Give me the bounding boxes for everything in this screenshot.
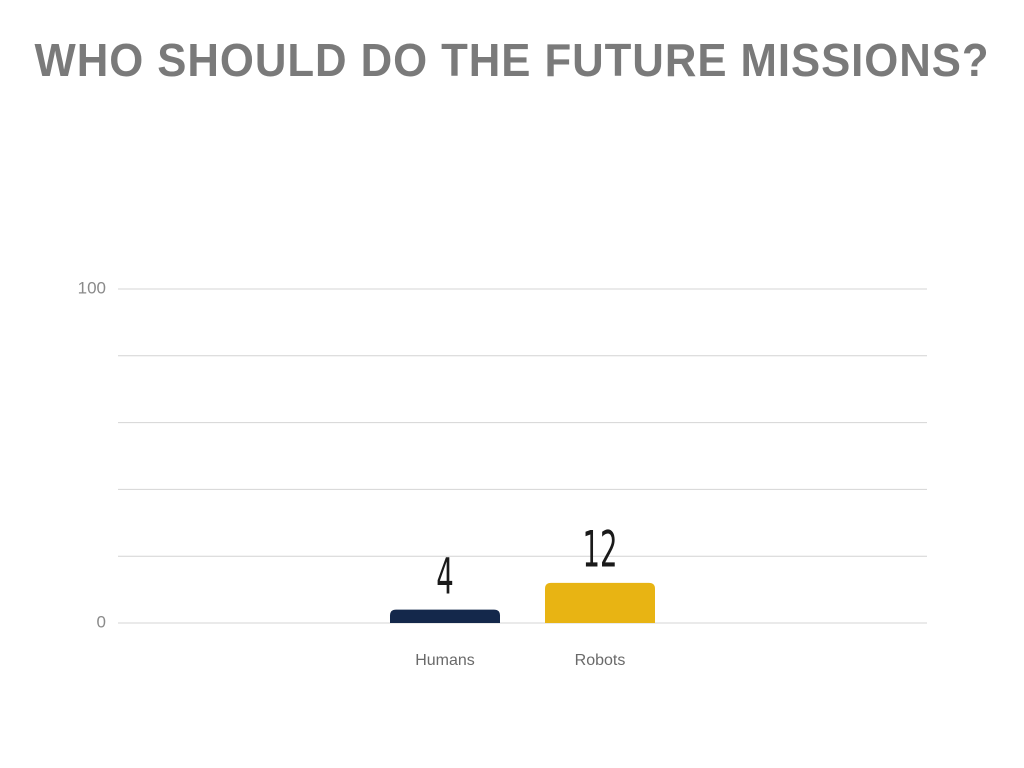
bar xyxy=(545,582,655,623)
y-tick-label: 100 xyxy=(78,278,106,297)
chart-title: WHO SHOULD DO THE FUTURE MISSIONS? xyxy=(35,34,990,86)
x-tick-label: Robots xyxy=(575,652,626,669)
x-tick-label: Humans xyxy=(415,652,475,669)
bar xyxy=(390,609,500,623)
value-label: 4 xyxy=(436,547,453,605)
value-label: 12 xyxy=(583,521,618,579)
y-tick-label: 0 xyxy=(97,612,106,631)
